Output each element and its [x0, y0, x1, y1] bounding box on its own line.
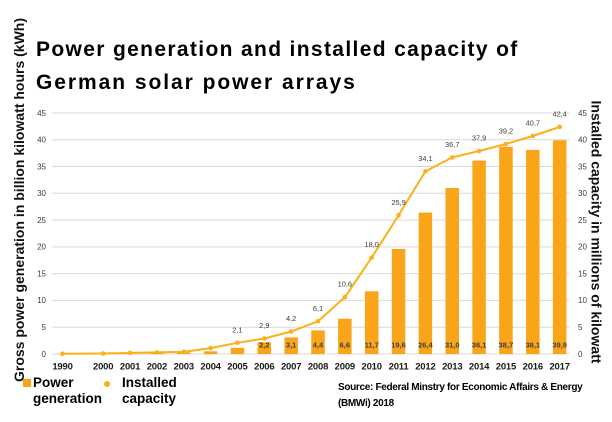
svg-text:3,1: 3,1 — [286, 341, 296, 350]
svg-text:20: 20 — [37, 243, 46, 252]
svg-text:2000: 2000 — [93, 361, 113, 372]
svg-text:31,0: 31,0 — [445, 341, 460, 350]
svg-text:2013: 2013 — [442, 361, 462, 372]
svg-text:37,9: 37,9 — [472, 134, 486, 143]
svg-text:2004: 2004 — [200, 361, 221, 372]
svg-text:18,0: 18,0 — [365, 240, 379, 249]
svg-text:40: 40 — [578, 136, 587, 145]
svg-text:2003: 2003 — [174, 361, 194, 372]
svg-text:30: 30 — [37, 189, 46, 198]
svg-text:45: 45 — [37, 109, 46, 118]
svg-text:2005: 2005 — [227, 361, 248, 372]
svg-text:2012: 2012 — [415, 361, 435, 372]
svg-text:0: 0 — [42, 350, 47, 359]
svg-text:25: 25 — [37, 216, 46, 225]
svg-text:2017: 2017 — [549, 361, 569, 372]
svg-text:5: 5 — [42, 323, 47, 332]
svg-text:30: 30 — [578, 189, 587, 198]
svg-text:36,7: 36,7 — [445, 140, 459, 149]
svg-text:2016: 2016 — [523, 361, 543, 372]
svg-text:1990: 1990 — [52, 361, 72, 372]
svg-text:11,7: 11,7 — [365, 341, 379, 350]
svg-text:40: 40 — [37, 136, 46, 145]
svg-text:2014: 2014 — [469, 361, 490, 372]
svg-text:15: 15 — [37, 270, 46, 279]
svg-text:39,9: 39,9 — [552, 341, 567, 350]
svg-text:2001: 2001 — [120, 361, 141, 372]
svg-text:40,7: 40,7 — [526, 119, 540, 128]
svg-text:6,1: 6,1 — [313, 304, 323, 313]
svg-text:2002: 2002 — [147, 361, 167, 372]
svg-text:45: 45 — [578, 109, 587, 118]
svg-text:25: 25 — [578, 216, 587, 225]
svg-text:4,4: 4,4 — [313, 341, 324, 350]
svg-text:38,7: 38,7 — [499, 341, 514, 350]
svg-text:2008: 2008 — [308, 361, 328, 372]
svg-text:34,1: 34,1 — [418, 154, 432, 163]
svg-text:2015: 2015 — [496, 361, 517, 372]
svg-text:35: 35 — [37, 162, 46, 171]
svg-text:2006: 2006 — [254, 361, 274, 372]
svg-text:35: 35 — [578, 162, 587, 171]
svg-text:38,1: 38,1 — [525, 341, 540, 350]
svg-text:36,1: 36,1 — [472, 341, 487, 350]
svg-text:10,6: 10,6 — [338, 280, 352, 289]
svg-text:2,9: 2,9 — [259, 321, 269, 330]
svg-text:15: 15 — [578, 270, 587, 279]
svg-text:2007: 2007 — [281, 361, 301, 372]
svg-text:10: 10 — [578, 296, 587, 305]
svg-text:2,2: 2,2 — [259, 341, 269, 350]
svg-text:39,2: 39,2 — [499, 127, 513, 136]
svg-text:2009: 2009 — [335, 361, 355, 372]
svg-text:2,1: 2,1 — [232, 325, 242, 334]
svg-text:25,9: 25,9 — [391, 198, 405, 207]
svg-text:20: 20 — [578, 243, 587, 252]
svg-text:2011: 2011 — [389, 361, 410, 372]
svg-text:42,4: 42,4 — [552, 109, 566, 118]
svg-text:5: 5 — [578, 323, 583, 332]
svg-text:26,4: 26,4 — [418, 341, 433, 350]
svg-text:2010: 2010 — [362, 361, 382, 372]
svg-text:19,6: 19,6 — [391, 341, 406, 350]
svg-text:0: 0 — [578, 350, 583, 359]
svg-text:6,6: 6,6 — [340, 341, 350, 350]
svg-text:10: 10 — [37, 296, 46, 305]
svg-text:4,2: 4,2 — [286, 314, 296, 323]
